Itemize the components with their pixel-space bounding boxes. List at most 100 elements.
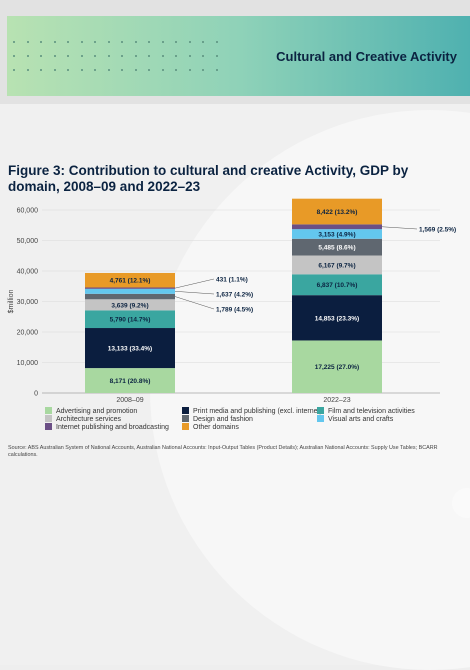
data-label: 14,853 (23.3%) bbox=[315, 315, 359, 322]
pattern-dot bbox=[148, 55, 150, 57]
pattern-dot bbox=[94, 55, 96, 57]
legend-label: Design and fashion bbox=[193, 416, 253, 423]
legend-item: Advertising and promotion bbox=[45, 407, 137, 415]
data-label: 1,789 (4.5%) bbox=[216, 307, 253, 314]
bar-segment bbox=[85, 272, 175, 288]
pattern-dot bbox=[188, 55, 191, 57]
bar-segment bbox=[292, 224, 382, 230]
pattern-dot bbox=[40, 69, 42, 71]
legend-label: Architecture services bbox=[56, 416, 121, 423]
data-label: 4,761 (12.1%) bbox=[110, 278, 151, 285]
x-tick-label: 2008–09 bbox=[116, 397, 143, 404]
y-tick-label: 10,000 bbox=[17, 360, 39, 367]
pattern-dot bbox=[175, 41, 177, 43]
data-label: 3,153 (4.9%) bbox=[318, 231, 355, 238]
pattern-dot bbox=[94, 41, 96, 43]
data-label: 1,637 (4.2%) bbox=[216, 292, 253, 299]
bar-segment bbox=[292, 198, 382, 225]
pattern-dot bbox=[121, 41, 123, 43]
bar-segment bbox=[85, 287, 175, 289]
pattern-dot bbox=[107, 55, 110, 57]
y-tick-label: 0 bbox=[34, 391, 38, 398]
legend-swatch bbox=[317, 415, 324, 422]
legend-label: Film and television activities bbox=[328, 408, 415, 415]
y-tick-label: 40,000 bbox=[17, 269, 39, 276]
legend-item: Print media and publishing (excl. intern… bbox=[182, 407, 322, 415]
data-label: 431 (1.1%) bbox=[216, 277, 248, 284]
pattern-dot bbox=[175, 55, 177, 57]
pattern-dot bbox=[13, 69, 15, 71]
x-tick-label: 2022–23 bbox=[323, 397, 350, 404]
y-tick-label: 20,000 bbox=[17, 330, 39, 337]
pattern-dot bbox=[161, 55, 164, 57]
legend-item: Internet publishing and broadcasting bbox=[45, 423, 169, 431]
data-label: 5,790 (14.7%) bbox=[110, 317, 151, 324]
pattern-dot bbox=[26, 41, 29, 43]
legend-item: Architecture services bbox=[45, 415, 121, 423]
legend-item: Film and television activities bbox=[317, 407, 415, 415]
pattern-dot bbox=[215, 41, 218, 43]
data-label: 17,225 (27.0%) bbox=[315, 364, 359, 371]
bar-segment bbox=[85, 293, 175, 300]
pattern-dot bbox=[40, 55, 42, 57]
pattern-dot bbox=[67, 69, 69, 71]
bar-segment bbox=[292, 295, 382, 341]
pattern-dot bbox=[94, 69, 96, 71]
bar-segment bbox=[85, 310, 175, 329]
legend-label: Advertising and promotion bbox=[56, 408, 138, 415]
legend-label: Print media and publishing (excl. intern… bbox=[193, 408, 322, 415]
bar-segment bbox=[85, 368, 175, 393]
data-label: 3,639 (9.2%) bbox=[111, 302, 148, 309]
bar-segment bbox=[292, 229, 382, 239]
pattern-dot bbox=[80, 41, 83, 43]
pattern-dot bbox=[26, 69, 29, 71]
pattern-dot bbox=[188, 69, 191, 71]
bar-segment bbox=[292, 255, 382, 275]
pattern-dot bbox=[53, 55, 56, 57]
data-label: 13,133 (33.4%) bbox=[108, 346, 152, 353]
pattern-dot bbox=[188, 41, 191, 43]
pattern-dot bbox=[202, 41, 204, 43]
data-label: 5,485 (8.6%) bbox=[318, 245, 355, 252]
pattern-dot bbox=[161, 69, 164, 71]
pattern-dot bbox=[26, 55, 29, 57]
pattern-dot bbox=[202, 55, 204, 57]
legend-label: Other domains bbox=[193, 424, 239, 431]
pattern-dot bbox=[13, 41, 15, 43]
data-label: 6,167 (9.7%) bbox=[318, 262, 355, 269]
label-leader-line bbox=[381, 226, 418, 230]
pattern-dot bbox=[53, 41, 56, 43]
legend-swatch bbox=[45, 423, 52, 430]
pattern-dot bbox=[107, 69, 110, 71]
y-tick-label: 60,000 bbox=[17, 208, 39, 215]
pattern-dot bbox=[53, 69, 56, 71]
pattern-dot bbox=[67, 41, 69, 43]
bar-segment bbox=[292, 238, 382, 256]
pattern-dot bbox=[134, 41, 137, 43]
legend-swatch bbox=[182, 415, 189, 422]
header-title: Cultural and Creative Activity bbox=[276, 49, 457, 64]
y-tick-label: 50,000 bbox=[17, 238, 39, 245]
pattern-dot bbox=[40, 41, 42, 43]
decorative-circle bbox=[452, 488, 470, 518]
bar-segment bbox=[292, 274, 382, 296]
data-label: 1,569 (2.5%) bbox=[419, 227, 456, 234]
legend-item: Other domains bbox=[182, 423, 239, 431]
pattern-dot bbox=[148, 69, 150, 71]
bar-segment bbox=[85, 328, 175, 369]
legend-label: Internet publishing and broadcasting bbox=[56, 424, 169, 431]
bar-segment bbox=[292, 340, 382, 393]
legend-item: Design and fashion bbox=[182, 415, 253, 423]
pattern-dot bbox=[80, 55, 83, 57]
data-label: 8,171 (20.8%) bbox=[110, 378, 151, 385]
legend-swatch bbox=[45, 407, 52, 414]
source-note: Source: ABS Australian System of Nationa… bbox=[8, 445, 438, 458]
legend-swatch bbox=[182, 407, 189, 414]
pattern-dot bbox=[107, 41, 110, 43]
pattern-dot bbox=[80, 69, 83, 71]
stacked-bar-chart: 0 10,000 20,000 30,000 40,000 50,000 60,000 $mi… bbox=[8, 198, 456, 404]
pattern-dot bbox=[134, 55, 137, 57]
data-label: 8,422 (13.2%) bbox=[317, 209, 358, 216]
pattern-dot bbox=[121, 69, 123, 71]
pattern-dot bbox=[148, 41, 150, 43]
